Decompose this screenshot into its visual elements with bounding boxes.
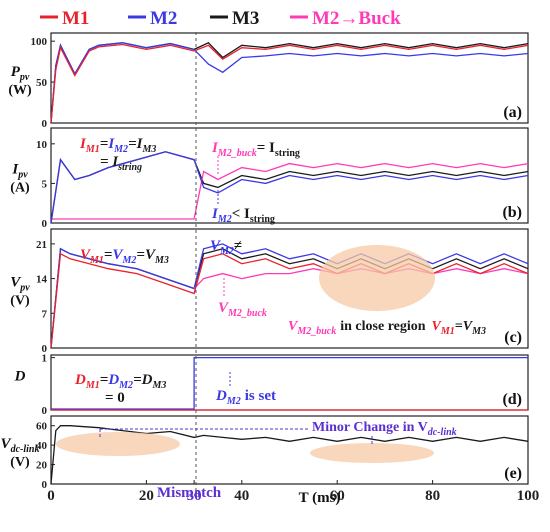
panel-d-tag: (d) <box>502 391 522 408</box>
panel-c-series-m1 <box>50 252 529 349</box>
c-vbuck-text: VM2_buck <box>218 300 267 319</box>
panel-c-ylabel: Vpv <box>10 275 30 294</box>
legend-m1-label: M1 <box>62 8 89 29</box>
legend-m2buck-label: M2→Buck <box>312 8 401 29</box>
b-less-text: IM2< Istring <box>211 206 275 225</box>
panel-e-xtick-label: 40 <box>234 488 249 504</box>
panel-c-ytick-label: 14 <box>36 274 48 286</box>
panel-c-tag: (c) <box>504 329 522 346</box>
panel-a-ylabel: Ppv <box>11 64 30 83</box>
d-eq-text-2: = 0 <box>105 390 125 406</box>
panel-e-ytick-label: 40 <box>36 440 48 452</box>
panel-b-ylabel-unit: (A) <box>10 181 30 196</box>
panel-b-ytick-label: 10 <box>36 139 48 151</box>
b-buck-text: IM2_buck= Istring <box>211 140 300 159</box>
panel-a-tag: (a) <box>503 104 522 121</box>
panel-b-annotations: IM1=IM2=IM3 = Istring IM2_buck= Istring … <box>79 136 300 225</box>
panel-e-xtick-label: 100 <box>517 488 540 504</box>
panel-b: 0 5 10 Ipv(A) (b) <box>10 127 529 230</box>
panel-e-ytick-label: 20 <box>36 460 48 472</box>
panel-b-ylabel: Ipv <box>11 162 28 181</box>
panel-b-tag: (b) <box>502 204 522 221</box>
panel-c-frame <box>50 228 529 349</box>
panel-c-series-m2 <box>50 243 529 349</box>
panel-d-ytick-label: 0 <box>42 405 48 417</box>
panel-b-series-m2_buck <box>51 162 529 220</box>
panel-c-ytick-label: 0 <box>42 343 48 355</box>
panel-a-ylabel-unit: (W) <box>8 83 32 98</box>
d-eq-text: DM1=DM2=DM3 <box>74 372 166 391</box>
c-highlight-ellipse <box>319 245 435 311</box>
panel-e-xtick-label: 60 <box>330 488 345 504</box>
e-highlight-ellipse-2 <box>310 443 434 463</box>
panel-c: 0 7 14 21 Vpv(V) (c) <box>10 228 529 355</box>
panel-a-ytick-label: 0 <box>42 118 48 130</box>
panel-d-ytick-label: 1 <box>42 353 48 365</box>
panel-e-series-m3 <box>50 425 529 485</box>
legend-m2-label: M2 <box>150 8 177 29</box>
panel-d-ylabel: D <box>14 369 26 385</box>
panel-d-series-m2 <box>51 356 528 410</box>
panel-a-series-m1 <box>50 43 529 124</box>
panels: 050100Ppv(W)(a)0510Ipv(A)(b)071421Vpv(V)… <box>1 32 540 506</box>
panel-e-frame <box>50 415 529 485</box>
panel-d: 0 1 D (d) <box>14 353 529 417</box>
panel-c-ytick-label: 21 <box>36 239 47 251</box>
panel-c-ytick-label: 7 <box>42 308 48 320</box>
panel-e-ylabel: Vdc-link <box>1 436 40 455</box>
panel-e-ytick-label: 0 <box>42 479 48 491</box>
panel-e: 0 20 40 60 Vdc-link(V) (e) 0 20 30 40 60 80 100 T (ms… <box>1 415 540 506</box>
e-minor-text: Minor Change in Vdc-link <box>312 420 457 438</box>
panel-e-ylabel-unit: (V) <box>10 455 30 470</box>
c-close-text: VM2_buck in close region VM1=VM3 <box>288 319 486 337</box>
panel-c-annotations: VM1=VM2=VM3 VM2≠ VM2_buck VM2_buck in clo… <box>80 238 486 337</box>
b-eq-text: IM1=IM2=IM3 <box>79 136 156 155</box>
panel-b-ytick-label: 5 <box>42 178 48 190</box>
panel-e-xtick-label: 0 <box>47 488 55 504</box>
b-eq-text-2: = Istring <box>100 154 142 173</box>
panel-b-ytick-label: 0 <box>42 218 48 230</box>
panel-e-tag: (e) <box>504 465 522 482</box>
panel-a-ytick-label: 100 <box>31 36 48 48</box>
panel-a-ytick-label: 50 <box>36 77 48 89</box>
c-eq-text: VM1=VM2=VM3 <box>80 247 169 266</box>
panel-d-annotations: DM1=DM2=DM3 = 0 DM2 is set <box>74 370 276 407</box>
panel-e-xlabel: T (ms) <box>299 490 341 506</box>
legend-m3-label: M3 <box>232 8 259 29</box>
panel-e-xtick-label: 20 <box>139 488 154 504</box>
c-vm2-neq-text: VM2≠ <box>210 238 242 257</box>
panel-b-series-m2 <box>50 151 529 224</box>
panel-a-frame <box>50 32 529 124</box>
panel-e-xtick-label: 30 <box>187 488 202 504</box>
panel-c-ylabel-unit: (V) <box>10 294 30 309</box>
panel-e-xtick-label: 80 <box>425 488 440 504</box>
panel-e-annotations: Minor Change in Vdc-link Mismatch <box>99 420 457 501</box>
panel-a: 0 50 100 Ppv(W) (a) <box>8 32 529 130</box>
d-set-text: DM2 is set <box>215 388 276 407</box>
legend: M1 M2 M3 M2→Buck <box>40 8 401 29</box>
panel-e-ytick-label: 60 <box>36 421 48 433</box>
panel-a-series-m2 <box>50 42 529 124</box>
e-mismatch-text: Mismatch <box>157 485 222 501</box>
e-highlight-ellipse-1 <box>56 432 180 456</box>
panel-a-series-m3 <box>50 42 529 124</box>
